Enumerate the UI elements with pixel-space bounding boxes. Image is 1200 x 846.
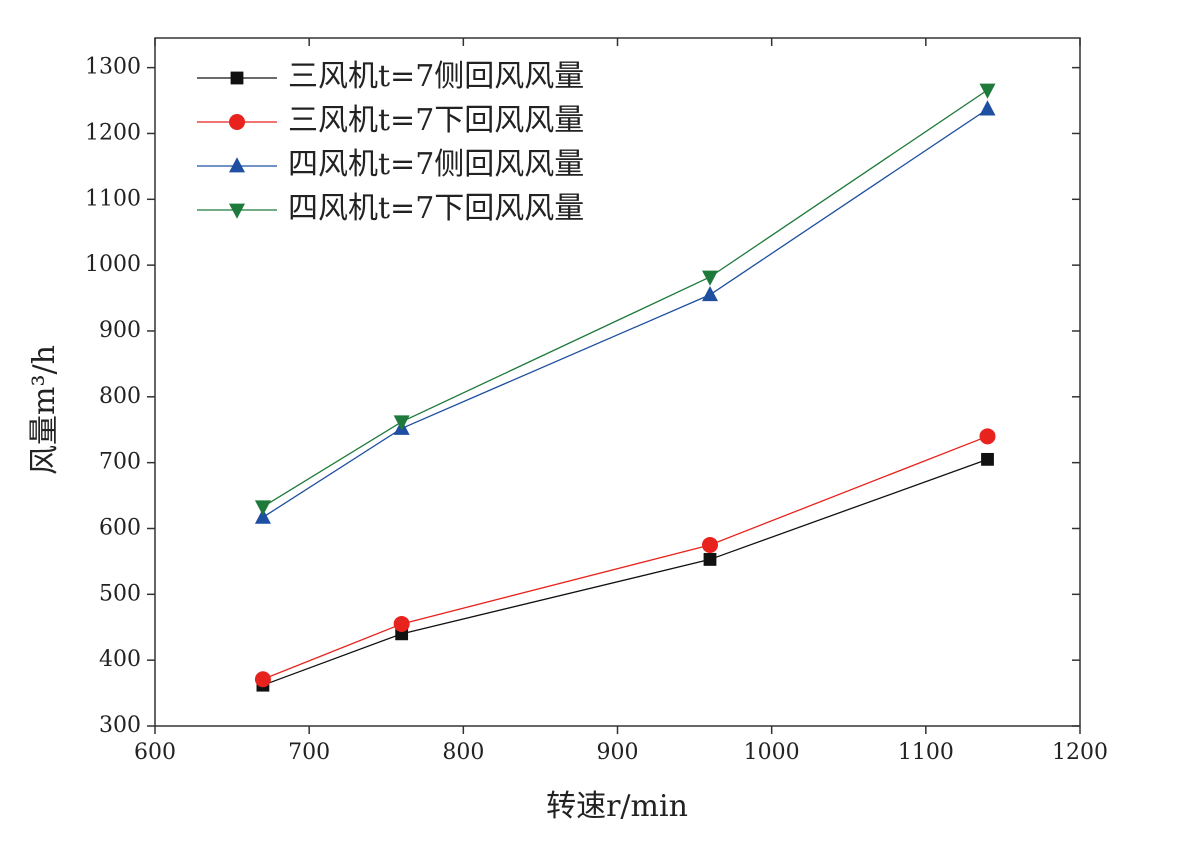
x-tick-label: 700: [288, 740, 330, 765]
series-line: [262, 89, 988, 508]
y-tick-label: 1200: [85, 120, 141, 145]
x-tick-label: 1200: [1052, 740, 1108, 765]
y-tick-label: 1300: [85, 55, 141, 80]
marker: [979, 100, 996, 116]
series-line: [262, 108, 988, 518]
marker: [981, 452, 994, 466]
series-line: [262, 458, 988, 686]
y-tick-label: 600: [99, 515, 141, 540]
y-tick-label: 800: [99, 384, 141, 409]
marker: [703, 553, 717, 566]
y-tick-label: 500: [99, 581, 141, 606]
marker: [254, 508, 271, 524]
x-tick-label: 900: [597, 740, 639, 765]
marker: [979, 83, 996, 99]
legend-marker: [230, 71, 244, 85]
marker: [702, 285, 718, 302]
series-line: [262, 435, 988, 680]
marker: [254, 671, 271, 688]
marker: [702, 270, 718, 286]
y-tick-label: 1100: [85, 186, 141, 211]
marker: [979, 428, 996, 445]
x-tick-label: 1100: [898, 740, 954, 765]
marker: [393, 615, 410, 632]
legend-label: 三风机t=7下回风风量: [288, 103, 584, 138]
legend-marker: [229, 157, 245, 173]
marker: [254, 500, 271, 516]
legend-label: 四风机t=7下回风风量: [288, 191, 584, 226]
x-tick-label: 1000: [744, 740, 800, 765]
marker: [702, 536, 718, 553]
legend-marker: [229, 203, 245, 219]
y-axis-label: 风量m³/h: [27, 345, 62, 475]
x-tick-label: 800: [442, 740, 484, 765]
y-tick-label: 1000: [85, 252, 141, 277]
legend-marker: [229, 114, 245, 130]
y-tick-label: 400: [99, 647, 141, 672]
y-tick-label: 900: [99, 318, 141, 343]
y-tick-label: 300: [99, 713, 141, 738]
marker: [393, 415, 410, 431]
y-tick-label: 700: [99, 450, 141, 475]
plot-frame: [154, 37, 1081, 727]
legend-label: 四风机t=7侧回风风量: [288, 147, 584, 182]
legend-label: 三风机t=7侧回风风量: [288, 59, 584, 94]
x-axis-label: 转速r/min: [546, 789, 688, 824]
x-tick-label: 600: [134, 740, 176, 765]
